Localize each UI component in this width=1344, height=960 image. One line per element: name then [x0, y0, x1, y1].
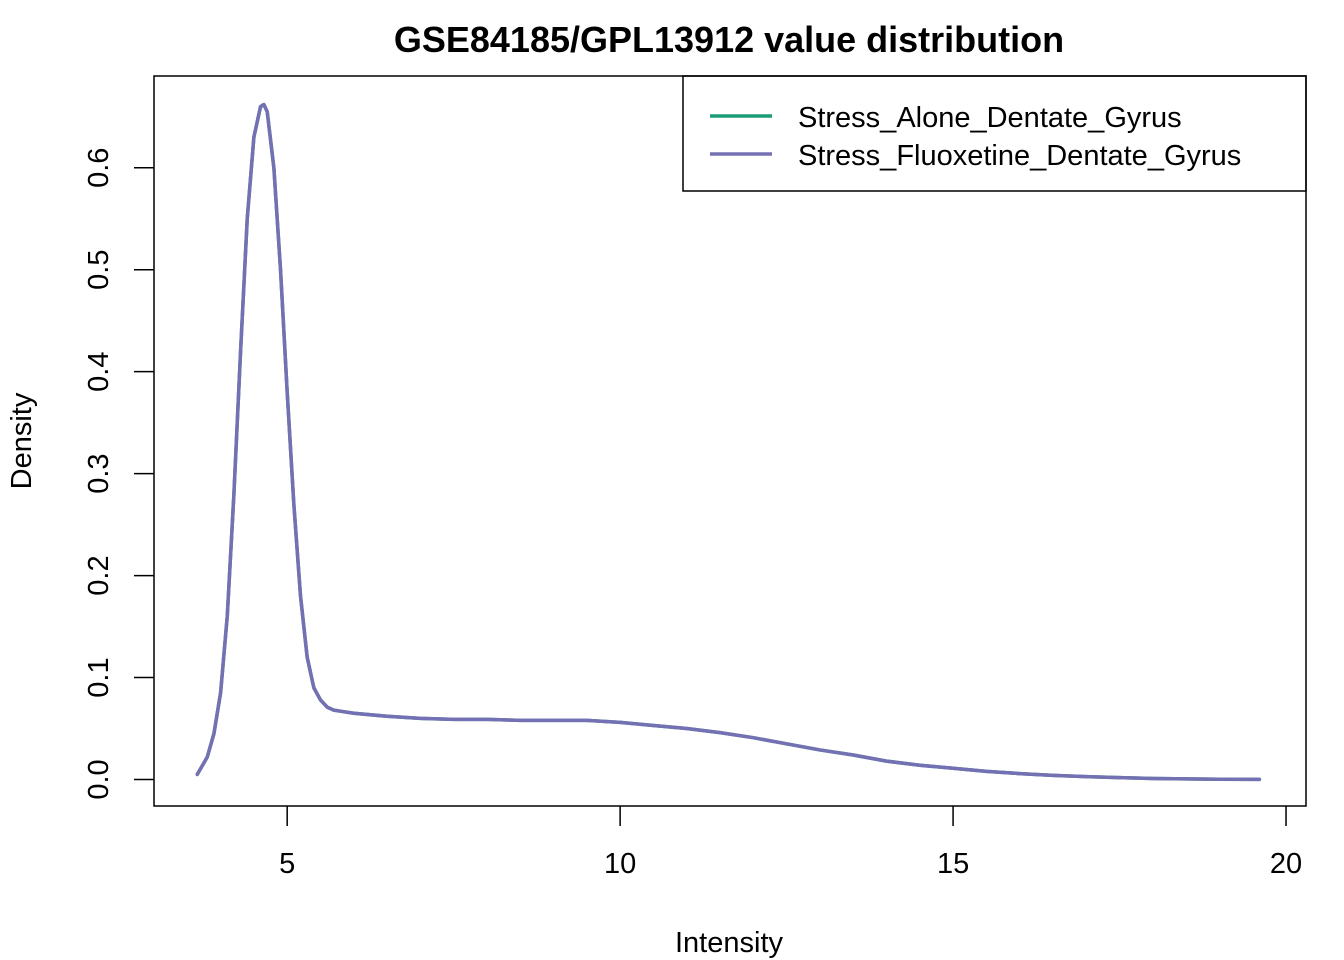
y-tick-label: 0.5: [83, 250, 115, 290]
legend-entry-stress-fluoxetine: Stress_Fluoxetine_Dentate_Gyrus: [798, 140, 1241, 172]
series-layer: [195, 102, 1262, 782]
x-tick-label: 20: [1270, 848, 1302, 880]
x-tick-label: 15: [937, 848, 969, 880]
y-tick-label: 0.4: [83, 352, 115, 392]
y-axis-label: Density: [6, 392, 38, 489]
series-line-stress-fluoxetine: [195, 102, 1262, 782]
x-axis: 5 10 15 20: [279, 806, 1302, 880]
y-tick-label: 0.3: [83, 453, 115, 493]
x-axis-label: Intensity: [675, 927, 783, 959]
y-tick-label: 0.6: [83, 148, 115, 188]
y-tick-label: 0.0: [83, 759, 115, 799]
chart-title: GSE84185/GPL13912 value distribution: [394, 19, 1064, 60]
y-tick-label: 0.2: [83, 555, 115, 595]
x-tick-label: 10: [604, 848, 636, 880]
legend: Stress_Alone_Dentate_Gyrus Stress_Fluoxe…: [682, 75, 1307, 192]
y-tick-label: 0.1: [83, 657, 115, 697]
legend-box: [682, 75, 1307, 192]
x-tick-label: 5: [279, 848, 295, 880]
series-line-stress-alone: [195, 102, 1262, 782]
plot-frame: [153, 75, 1307, 807]
y-axis: 0.0 0.1 0.2 0.3 0.4 0.5 0.6: [83, 148, 154, 800]
legend-entry-stress-alone: Stress_Alone_Dentate_Gyrus: [798, 102, 1182, 134]
